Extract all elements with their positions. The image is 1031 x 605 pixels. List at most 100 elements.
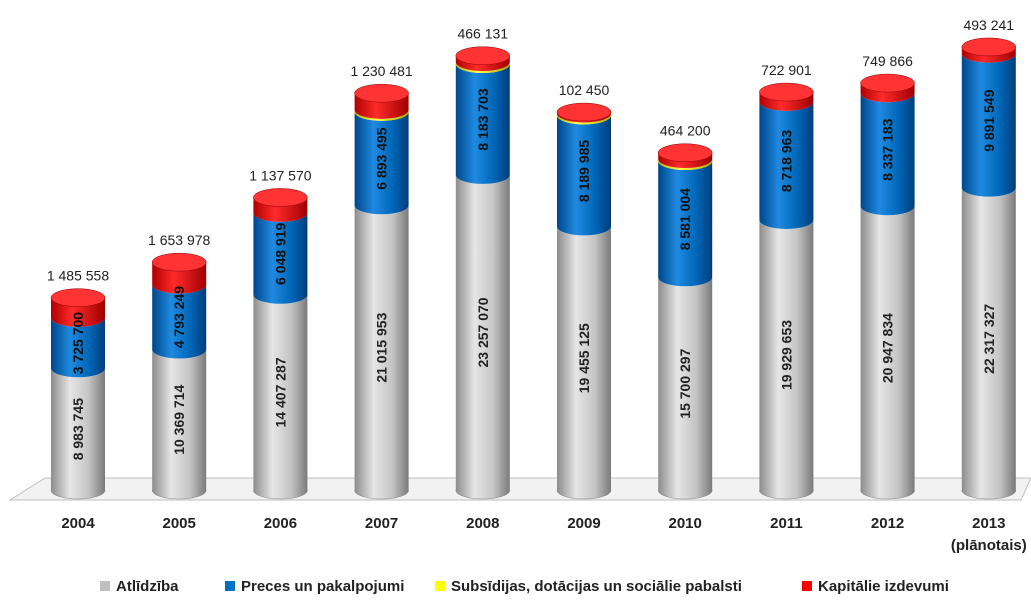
data-label-preces-2007: 6 893 495 — [374, 127, 390, 189]
legend-item-1: Preces un pakalpojumi — [225, 578, 404, 595]
bar-top-2011 — [759, 82, 814, 102]
data-label-preces-2008: 8 183 703 — [475, 88, 491, 150]
data-label-kapitalie-2006: 1 137 570 — [249, 167, 311, 183]
data-label-kapitalie-2005: 1 653 978 — [148, 232, 210, 248]
x-tick-label-2004: 2004 — [61, 515, 95, 532]
bar-stack-2005: 10 369 714 4 793 249 1 653 978 — [148, 232, 211, 500]
x-tick-label-2006: 2006 — [264, 515, 297, 532]
bar-base-2007 — [354, 489, 409, 500]
bar-base-2010 — [657, 489, 713, 500]
bar-subs-dijas-dot-cijas-un-soci-lie-pabalsti-2008 — [455, 62, 510, 74]
bar-preces-un-pakalpojumi-2008 — [455, 64, 510, 184]
bar-stack-2004: 8 983 745 3 725 700 1 485 558 — [47, 268, 109, 500]
bar-preces-un-pakalpojumi-2005 — [152, 284, 207, 359]
bar-stack-2008: 23 257 070 8 183 703 466 131 — [455, 26, 511, 500]
bar-atl-dz-ba-2006 — [253, 294, 308, 500]
data-label-kapitalie-2013: 493 241 — [963, 17, 1014, 33]
bar-subs-dijas-dot-cijas-un-soci-lie-pabalsti-2009 — [557, 113, 611, 125]
legend-label-3: Kapitālie izdevumi — [818, 578, 949, 595]
x-tick-sublabel-2013: (plānotais) — [951, 537, 1027, 554]
bar-preces-un-pakalpojumi-2004 — [51, 317, 105, 378]
bar-stack-2009: 19 455 125 8 189 985 102 450 — [556, 82, 612, 500]
legend-label-2: Subsīdijas, dotācijas un sociālie pabals… — [451, 578, 742, 595]
data-label-kapitalie-2004: 1 485 558 — [47, 268, 109, 284]
bar-atl-dz-ba-2011 — [759, 219, 814, 500]
bar-base-2009 — [556, 489, 612, 500]
legend-swatch-2 — [435, 581, 445, 591]
bar-preces-un-pakalpojumi-2006 — [253, 212, 308, 304]
data-label-atlidziba-2010: 15 700 297 — [677, 348, 693, 418]
bar-preces-un-pakalpojumi-2013 — [961, 53, 1016, 197]
bar-atl-dz-ba-2012 — [860, 206, 915, 500]
x-tick-label-2013: 2013 — [972, 515, 1005, 532]
data-label-atlidziba-2008: 23 257 070 — [475, 297, 491, 367]
bar-base-2004 — [50, 489, 106, 500]
bar-top-2013 — [961, 37, 1017, 57]
bar-stack-2010: 15 700 297 8 581 004 464 200 — [657, 123, 713, 500]
data-label-atlidziba-2005: 10 369 714 — [171, 385, 187, 455]
legend-item-0: Atlīdzība — [100, 578, 179, 595]
x-tick-label-2009: 2009 — [567, 515, 600, 532]
bar-top-2006 — [253, 188, 308, 207]
legend-label-1: Preces un pakalpojumi — [241, 578, 405, 595]
bar-preces-un-pakalpojumi-2010 — [658, 161, 713, 287]
x-tick-label-2012: 2012 — [871, 515, 904, 532]
bar-preces-un-pakalpojumi-2009 — [557, 115, 611, 236]
bar-subs-dijas-dot-cijas-un-soci-lie-pabalsti-2007 — [354, 109, 409, 121]
bar-atl-dz-ba-2009 — [557, 226, 611, 499]
bar-base-2011 — [759, 489, 814, 500]
data-label-preces-2004: 3 725 700 — [70, 312, 86, 374]
data-label-preces-2012: 8 337 183 — [880, 118, 896, 180]
data-label-atlidziba-2011: 19 929 653 — [778, 320, 794, 390]
data-label-kapitalie-2012: 749 866 — [862, 53, 913, 69]
data-label-atlidziba-2013: 22 317 327 — [981, 304, 997, 374]
chart-plot: 8 983 745 3 725 700 1 485 558 2004 10 369 71… — [8, 17, 1031, 554]
bar-top-2004 — [50, 288, 106, 307]
bar-kapit-lie-izdevumi-2012 — [860, 83, 915, 103]
bar-atl-dz-ba-2005 — [152, 349, 207, 500]
data-label-kapitalie-2011: 722 901 — [761, 62, 812, 78]
bar-atl-dz-ba-2010 — [658, 277, 713, 500]
data-label-atlidziba-2007: 21 015 953 — [374, 312, 390, 382]
bar-top-2010 — [657, 143, 713, 162]
bar-base-2006 — [253, 489, 308, 500]
legend-item-3: Kapitālie izdevumi — [802, 578, 949, 595]
data-label-preces-2011: 8 718 963 — [778, 130, 794, 192]
data-label-kapitalie-2009: 102 450 — [559, 82, 610, 98]
bar-kapit-lie-izdevumi-2010 — [658, 152, 713, 169]
data-label-kapitalie-2008: 466 131 — [457, 26, 508, 42]
x-tick-label-2007: 2007 — [365, 515, 398, 532]
bar-stack-2012: 20 947 834 8 337 183 749 866 — [860, 53, 915, 500]
bar-top-2008 — [455, 46, 511, 65]
bar-base-2012 — [860, 489, 915, 500]
legend-swatch-1 — [225, 581, 235, 591]
legend: Atlīdzība Preces un pakalpojumi Subsīdijas… — [0, 578, 1031, 600]
bar-base-2013 — [961, 489, 1017, 500]
bar-kapit-lie-izdevumi-2013 — [961, 46, 1016, 63]
bar-atl-dz-ba-2007 — [354, 205, 409, 500]
bar-kapit-lie-izdevumi-2008 — [455, 55, 510, 72]
bar-top-2007 — [354, 83, 409, 103]
data-label-kapitalie-2010: 464 200 — [660, 123, 711, 139]
legend-item-2: Subsīdijas, dotācijas un sociālie pabals… — [435, 578, 742, 595]
data-label-preces-2006: 6 048 919 — [272, 222, 288, 284]
data-label-atlidziba-2012: 20 947 834 — [880, 313, 896, 383]
bar-stack-2007: 21 015 953 6 893 495 1 230 481 — [350, 63, 413, 500]
legend-swatch-0 — [100, 581, 110, 591]
bar-kapit-lie-izdevumi-2011 — [759, 92, 814, 111]
bar-base-2005 — [151, 489, 207, 500]
bar-kapit-lie-izdevumi-2006 — [253, 197, 308, 222]
bar-top-2009 — [556, 102, 612, 122]
x-tick-label-2011: 2011 — [770, 515, 803, 532]
bar-kapit-lie-izdevumi-2007 — [354, 93, 409, 119]
data-label-preces-2009: 8 189 985 — [576, 140, 592, 202]
bar-top-2012 — [860, 73, 915, 93]
data-label-atlidziba-2004: 8 983 745 — [70, 398, 86, 460]
data-label-atlidziba-2009: 19 455 125 — [576, 323, 592, 393]
bar-top-2005 — [151, 252, 207, 272]
data-label-atlidziba-2006: 14 407 287 — [272, 357, 288, 427]
bar-atl-dz-ba-2008 — [455, 174, 510, 500]
bar-subs-dijas-dot-cijas-un-soci-lie-pabalsti-2010 — [658, 159, 713, 171]
bar-kapit-lie-izdevumi-2004 — [51, 297, 105, 327]
